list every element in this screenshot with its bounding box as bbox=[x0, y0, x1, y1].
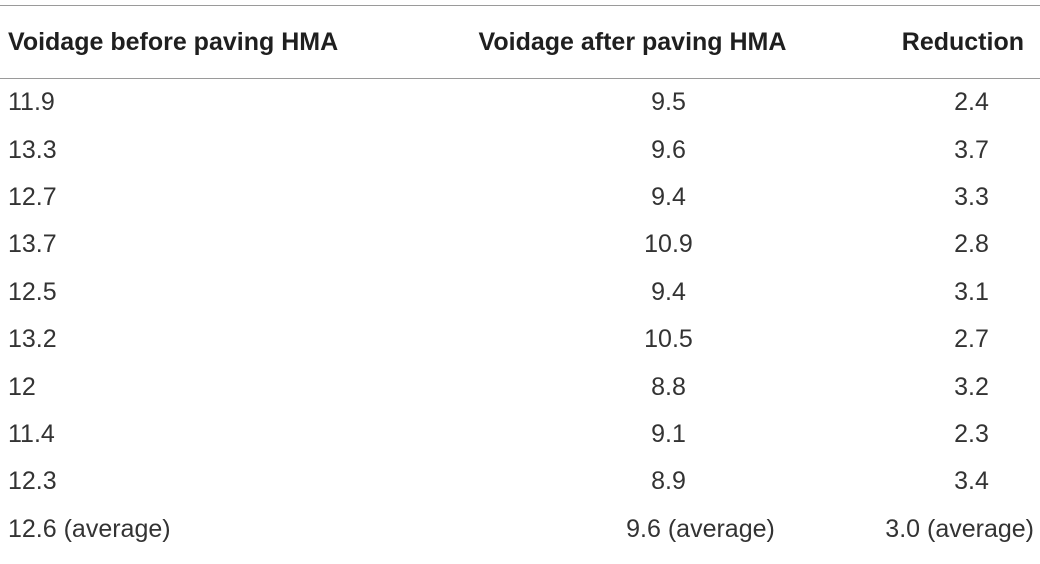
header-row: Voidage before paving HMA Voidage after … bbox=[0, 5, 1040, 79]
voidage-table: Voidage before paving HMA Voidage after … bbox=[0, 5, 1040, 553]
table-body: 11.9 9.5 2.4 13.3 9.6 3.7 12.7 9.4 3.3 1… bbox=[0, 79, 1040, 553]
cell-voidage-before: 13.7 bbox=[8, 230, 57, 259]
cell-voidage-after: 9.4 bbox=[651, 277, 686, 306]
header-reduction: Reduction bbox=[901, 27, 1024, 56]
table-row: 11.9 9.5 2.4 bbox=[0, 79, 1040, 127]
cell-voidage-before: 12.3 bbox=[8, 467, 57, 496]
table-row: 12.7 9.4 3.3 bbox=[0, 174, 1040, 221]
cell-voidage-after: 8.9 bbox=[651, 467, 686, 496]
cell-voidage-after: 9.4 bbox=[651, 182, 686, 211]
cell-voidage-after: 9.1 bbox=[651, 419, 686, 448]
table-row: 12.3 8.9 3.4 bbox=[0, 458, 1040, 505]
table-row: 13.7 10.9 2.8 bbox=[0, 221, 1040, 268]
cell-average-voidage-before: 12.6 (average) bbox=[8, 514, 171, 543]
cell-reduction: 3.7 bbox=[954, 135, 989, 164]
table-row: 13.3 9.6 3.7 bbox=[0, 126, 1040, 173]
cell-reduction: 2.4 bbox=[954, 88, 989, 117]
table-row: 11.4 9.1 2.3 bbox=[0, 411, 1040, 458]
average-row: 12.6 (average) 9.6 (average) 3.0 (averag… bbox=[0, 506, 1040, 553]
cell-voidage-before: 11.9 bbox=[8, 88, 55, 117]
table-row: 12.5 9.4 3.1 bbox=[0, 269, 1040, 316]
table-row: 13.2 10.5 2.7 bbox=[0, 316, 1040, 363]
header-voidage-after: Voidage after paving HMA bbox=[478, 27, 787, 56]
header-voidage-before: Voidage before paving HMA bbox=[8, 27, 339, 56]
voidage-table-container: Voidage before paving HMA Voidage after … bbox=[0, 5, 1040, 564]
cell-reduction: 3.2 bbox=[954, 372, 989, 401]
cell-reduction: 3.4 bbox=[954, 467, 989, 496]
cell-reduction: 3.3 bbox=[954, 182, 989, 211]
cell-voidage-before: 12 bbox=[8, 372, 36, 401]
cell-voidage-after: 10.9 bbox=[644, 230, 693, 259]
cell-voidage-after: 9.6 bbox=[651, 135, 686, 164]
cell-reduction: 2.3 bbox=[954, 419, 989, 448]
cell-reduction: 2.8 bbox=[954, 230, 989, 259]
cell-average-voidage-after: 9.6 (average) bbox=[626, 514, 775, 543]
cell-voidage-before: 13.3 bbox=[8, 135, 57, 164]
cell-average-reduction: 3.0 (average) bbox=[885, 514, 1034, 543]
cell-voidage-before: 12.7 bbox=[8, 182, 57, 211]
cell-voidage-after: 9.5 bbox=[651, 88, 686, 117]
cell-voidage-before: 11.4 bbox=[8, 419, 55, 448]
cell-voidage-before: 13.2 bbox=[8, 325, 57, 354]
cell-reduction: 3.1 bbox=[954, 277, 989, 306]
cell-voidage-after: 10.5 bbox=[644, 325, 693, 354]
table-header: Voidage before paving HMA Voidage after … bbox=[0, 5, 1040, 79]
table-row: 12 8.8 3.2 bbox=[0, 363, 1040, 410]
cell-voidage-before: 12.5 bbox=[8, 277, 57, 306]
cell-reduction: 2.7 bbox=[954, 325, 989, 354]
cell-voidage-after: 8.8 bbox=[651, 372, 686, 401]
